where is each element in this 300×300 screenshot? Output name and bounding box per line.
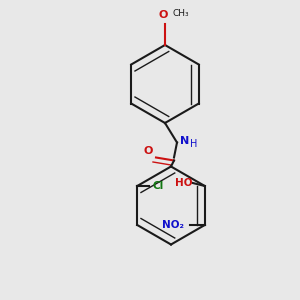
Text: NO₂: NO₂	[162, 220, 184, 230]
Text: CH₃: CH₃	[172, 9, 189, 18]
Text: H: H	[190, 139, 197, 149]
Text: O: O	[159, 10, 168, 20]
Text: Cl: Cl	[152, 181, 164, 191]
Text: N: N	[180, 136, 189, 146]
Text: HO: HO	[175, 178, 193, 188]
Text: O: O	[144, 146, 153, 156]
